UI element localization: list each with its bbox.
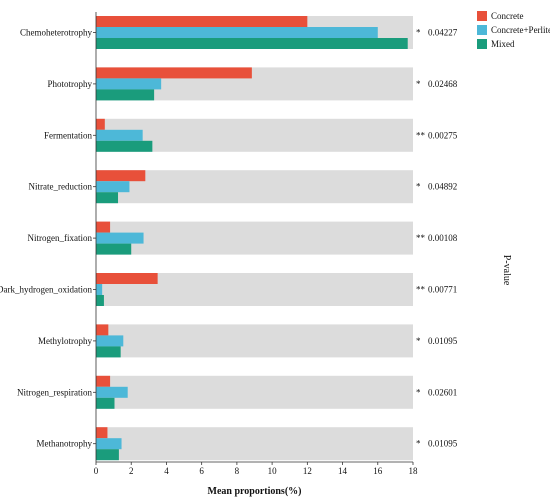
bar-concrete-perlite-2 [96,129,143,141]
bars-layer [96,16,408,461]
category-label: Dark_hydrogen_oxidation [0,285,92,295]
significance-marker: * [416,336,421,346]
category-labels: Chemoheterotrophy Phototrophy Fermentation… [0,28,92,449]
bar-mixed-4 [96,243,132,255]
category-label: Methanotrophy [37,439,93,449]
significance-marker: * [416,28,421,38]
p-value-text: 0.01095 [428,336,458,346]
bar-concrete-2 [96,118,105,130]
axes-layer: 0 2 4 6 8 10 12 14 16 18 [93,12,418,476]
band-6 [96,324,413,358]
x-tick-label: 4 [164,466,169,476]
band-4 [96,221,413,255]
legend: Concrete Concrete+Perlite Mixed [477,11,550,49]
legend-label: Mixed [491,39,515,49]
bar-concrete-perlite-3 [96,181,130,193]
bar-concrete-8 [96,427,108,439]
bar-concrete-0 [96,16,308,27]
legend-label: Concrete [491,11,523,21]
bar-concrete-perlite-6 [96,335,124,347]
background-bands [96,16,413,461]
x-tick-label: 10 [268,466,278,476]
bar-concrete-perlite-7 [96,386,128,398]
bar-mixed-6 [96,346,121,358]
bar-mixed-1 [96,89,155,101]
p-value-text: 0.01095 [428,439,458,449]
significance-marker: * [416,182,421,192]
x-tick-label: 0 [94,466,99,476]
x-axis-title: Mean proportions(%) [208,486,302,497]
bar-concrete-7 [96,375,111,387]
x-tick-label: 16 [373,466,383,476]
bar-concrete-5 [96,273,158,284]
p-value-text: 0.02601 [428,387,457,397]
category-label: Nitrate_reduction [29,182,93,192]
significance-marker: * [416,79,421,89]
legend-swatch [477,25,487,35]
p-value-axis-title: P-value [501,255,512,286]
bar-mixed-3 [96,192,119,204]
bar-concrete-perlite-4 [96,232,144,244]
significance-marker: ** [416,285,426,295]
bar-concrete-4 [96,221,111,233]
bar-concrete-perlite-5 [96,284,103,295]
bar-concrete-perlite-1 [96,78,162,90]
category-label: Phototrophy [47,79,92,89]
x-tick-label: 2 [129,466,134,476]
bar-concrete-3 [96,170,146,182]
x-tick-label: 12 [303,466,312,476]
category-label: Chemoheterotrophy [20,28,92,38]
category-label: Methylotrophy [38,336,92,346]
p-value-text: 0.00771 [428,285,457,295]
category-label: Nitrogen_respiration [17,387,92,397]
significance-marker: * [416,387,421,397]
legend-label: Concrete+Perlite [491,25,550,35]
bar-mixed-7 [96,397,115,409]
bar-mixed-0 [96,38,408,49]
bar-concrete-6 [96,324,109,336]
bar-mixed-2 [96,140,153,152]
category-label: Nitrogen_fixation [28,233,93,243]
category-label: Fermentation [44,130,92,140]
p-value-text: 0.04227 [428,28,458,38]
p-value-text: 0.04892 [428,182,457,192]
p-value-text: 0.00108 [428,233,458,243]
significance-marker: * [416,439,421,449]
p-value-text: 0.00275 [428,130,458,140]
band-3 [96,170,413,204]
bar-mixed-5 [96,295,104,306]
p-value-column: * 0.04227* 0.02468** 0.00275* 0.04892** 0.001… [416,28,458,449]
bar-concrete-perlite-0 [96,27,378,38]
bar-concrete-perlite-8 [96,438,122,450]
bar-concrete-1 [96,67,252,79]
x-tick-label: 14 [338,466,348,476]
band-8 [96,427,413,461]
p-value-text: 0.02468 [428,79,458,89]
x-tick-label: 18 [409,466,419,476]
band-7 [96,375,413,409]
significance-marker: ** [416,233,426,243]
bar-mixed-8 [96,449,119,461]
x-tick-label: 8 [235,466,240,476]
significance-marker: ** [416,130,426,140]
x-tick-label: 6 [199,466,204,476]
legend-swatch [477,11,487,21]
legend-swatch [477,39,487,49]
